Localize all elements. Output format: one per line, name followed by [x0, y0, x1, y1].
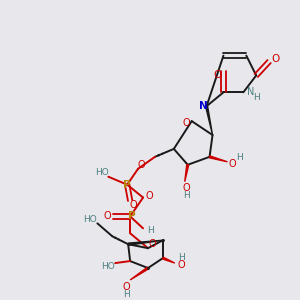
Text: N: N: [199, 101, 208, 111]
Text: H: H: [253, 93, 260, 102]
Text: H: H: [236, 153, 243, 162]
Text: O: O: [103, 212, 111, 221]
Text: H: H: [178, 253, 185, 262]
Text: HO: HO: [101, 262, 115, 271]
Text: H: H: [147, 226, 153, 235]
Text: HO: HO: [95, 168, 109, 177]
Polygon shape: [185, 165, 189, 182]
Text: H: H: [123, 290, 130, 299]
Text: O: O: [271, 54, 279, 64]
Text: P: P: [123, 180, 131, 190]
Text: O: O: [137, 160, 145, 170]
Polygon shape: [209, 156, 227, 162]
Text: P: P: [128, 212, 136, 221]
Text: HO: HO: [84, 215, 97, 224]
Text: O: O: [148, 239, 156, 249]
Text: O: O: [183, 118, 190, 128]
Polygon shape: [128, 240, 163, 245]
Text: O: O: [178, 260, 186, 270]
Text: O: O: [229, 159, 236, 169]
Text: O: O: [122, 282, 130, 292]
Text: N: N: [247, 87, 254, 97]
Polygon shape: [206, 106, 212, 135]
Text: O: O: [183, 183, 190, 193]
Polygon shape: [130, 267, 148, 280]
Text: H: H: [183, 191, 190, 200]
Polygon shape: [163, 257, 175, 263]
Text: O: O: [213, 70, 222, 80]
Text: O: O: [129, 200, 137, 211]
Text: O: O: [145, 190, 153, 201]
